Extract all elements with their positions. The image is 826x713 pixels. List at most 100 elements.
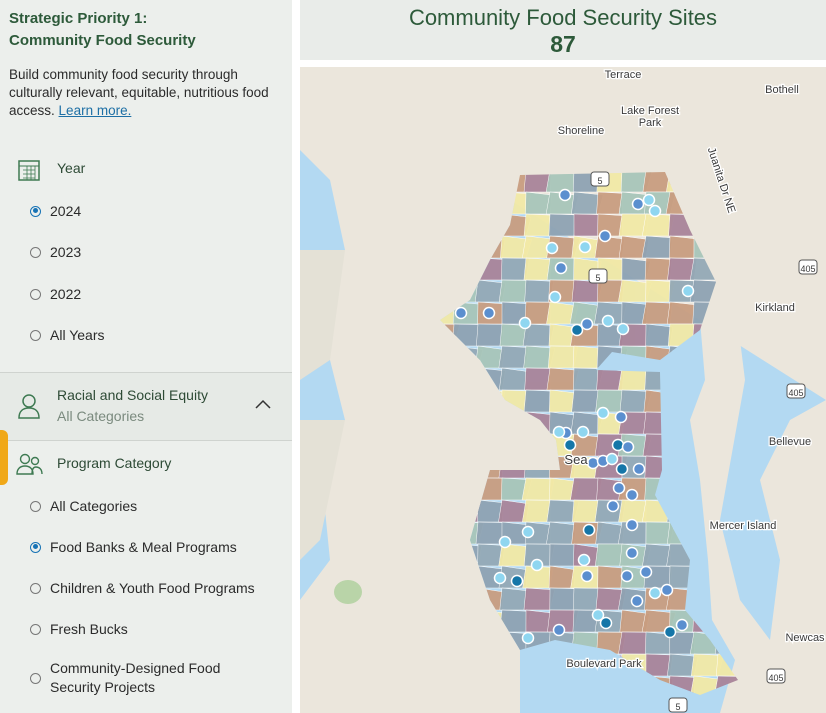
radio-option[interactable]: All Years [30, 327, 104, 343]
radio-option[interactable]: Fresh Bucks [30, 621, 128, 637]
site-marker [577, 553, 591, 567]
radio[interactable] [30, 288, 41, 300]
place-label: Shoreline [558, 125, 604, 137]
collapse-icon[interactable] [254, 398, 272, 410]
place-label: Park [639, 117, 662, 129]
radio[interactable] [30, 623, 41, 635]
site-marker [621, 440, 635, 454]
option-label: 2023 [50, 244, 82, 260]
tract [546, 521, 577, 545]
site-marker [558, 188, 572, 202]
site-count: 87 [550, 31, 576, 57]
place-label: Bothell [765, 84, 799, 96]
equity-section[interactable] [0, 373, 292, 440]
highway-number: 405 [800, 264, 815, 274]
site-marker [482, 306, 496, 320]
site-marker [611, 438, 625, 452]
highway-number: 405 [768, 673, 783, 683]
site-marker [552, 623, 566, 637]
description: Build community food security through cu… [9, 66, 269, 120]
site-marker [578, 240, 592, 254]
site-marker [605, 452, 619, 466]
equity-label: Racial and Social Equity [57, 387, 208, 403]
site-marker [586, 456, 600, 470]
radio-option[interactable]: 2023 [30, 244, 81, 260]
radio-option[interactable]: 2024 [30, 203, 81, 219]
highway-number: 405 [788, 388, 803, 398]
radio[interactable] [30, 500, 41, 512]
tract [618, 631, 647, 655]
radio-option[interactable]: Food Banks & Meal Programs [30, 539, 237, 555]
site-marker [521, 525, 535, 539]
highway-shield [668, 697, 688, 713]
place-label: Terrace [605, 69, 642, 81]
radio[interactable] [30, 205, 41, 217]
radio[interactable] [30, 541, 41, 553]
tract [572, 345, 599, 369]
tract [522, 499, 551, 523]
place-label: Lake Forest [621, 105, 679, 117]
site-marker [548, 290, 562, 304]
year-label: Year [57, 160, 86, 176]
tract [573, 213, 600, 237]
radio-option[interactable]: Children & Youth Food Programs [30, 580, 255, 596]
radio[interactable] [30, 329, 41, 341]
highway-shield [786, 383, 806, 399]
site-marker [545, 241, 559, 255]
site-marker [615, 462, 629, 476]
tract [549, 389, 575, 413]
highway-shield [590, 171, 610, 187]
side-tab[interactable] [0, 430, 8, 485]
option-label: Children & Youth Food Programs [50, 580, 255, 596]
tract [476, 323, 505, 347]
radio-option[interactable]: All Categories [30, 498, 137, 514]
tract [642, 543, 671, 567]
site-marker [642, 193, 656, 207]
radio-option[interactable]: 2022 [30, 286, 81, 302]
header-title: Community Food Security Sites [408, 5, 718, 30]
person-icon [18, 394, 40, 419]
option-label: 2022 [50, 286, 82, 302]
title: Community Food Security [9, 32, 196, 49]
tract [525, 609, 552, 633]
site-marker [616, 322, 630, 336]
tract [499, 587, 529, 611]
site-marker [601, 314, 615, 328]
site-marker [518, 316, 532, 330]
learn-more-link[interactable]: Learn more. [58, 103, 132, 118]
site-marker [598, 229, 612, 243]
place-label: Sea [564, 452, 588, 467]
site-marker [596, 406, 610, 420]
radio[interactable] [30, 582, 41, 594]
site-marker [632, 462, 646, 476]
option-label: Food Banks & Meal Programs [50, 539, 237, 555]
highway-shield [798, 259, 818, 275]
radio-option[interactable]: Community-Designed Food Security Project… [30, 659, 240, 697]
option-label: Fresh Bucks [50, 621, 128, 637]
site-marker [552, 425, 566, 439]
option-label: Community-Designed Food Security Project… [50, 660, 221, 695]
tract [641, 235, 673, 259]
title: Strategic Priority 1: [9, 10, 148, 27]
site-marker [576, 425, 590, 439]
site-marker [625, 518, 639, 532]
program-label: Program Category [57, 455, 172, 471]
radio[interactable] [30, 246, 41, 258]
highway-shield [766, 668, 786, 684]
site-marker [631, 197, 645, 211]
site-marker [612, 481, 626, 495]
highway-number: 5 [595, 273, 600, 283]
site-marker [493, 571, 507, 585]
radio[interactable] [30, 672, 41, 684]
highway-shield [588, 268, 608, 284]
tract [572, 587, 600, 611]
site-marker [510, 574, 524, 588]
tract [618, 499, 647, 523]
place-label: Boulevard Park [566, 658, 642, 670]
tract [596, 191, 623, 215]
site-marker [591, 608, 605, 622]
site-marker [498, 535, 512, 549]
place-label: Kirkland [755, 302, 795, 314]
